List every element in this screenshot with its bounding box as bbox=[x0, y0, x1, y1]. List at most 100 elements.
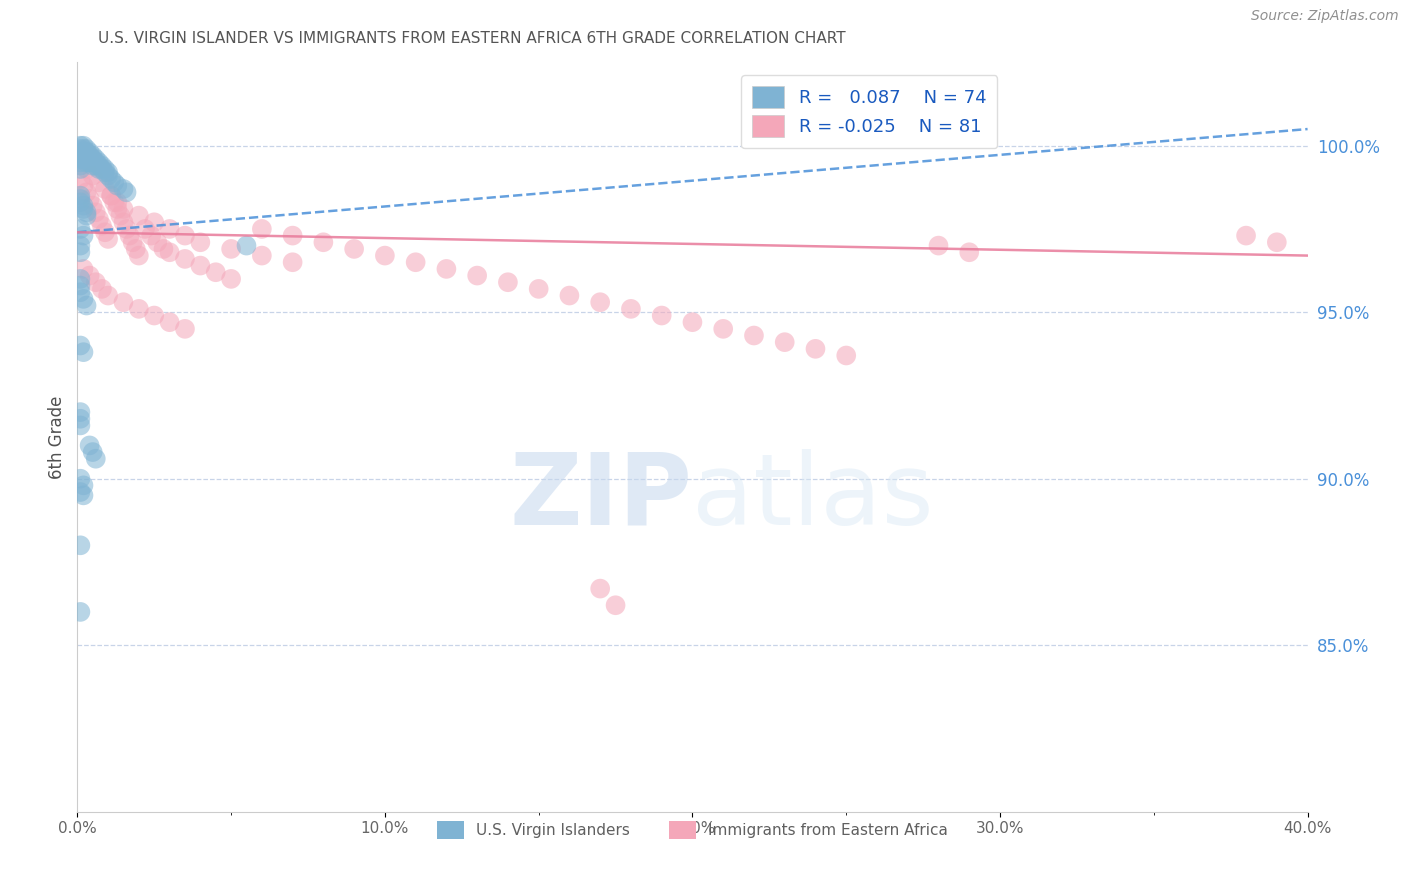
Point bbox=[405, 255, 427, 269]
Point bbox=[72, 138, 94, 153]
Text: Source: ZipAtlas.com: Source: ZipAtlas.com bbox=[1251, 9, 1399, 23]
Point bbox=[558, 288, 581, 302]
Point bbox=[69, 418, 91, 433]
Point bbox=[312, 235, 335, 250]
Point bbox=[76, 149, 98, 163]
Point bbox=[69, 142, 91, 156]
Point bbox=[128, 301, 150, 316]
Point bbox=[188, 235, 212, 250]
Point bbox=[76, 186, 98, 200]
Point bbox=[87, 159, 110, 173]
Point bbox=[87, 211, 110, 226]
Point bbox=[79, 155, 101, 169]
Point bbox=[69, 159, 91, 173]
Point bbox=[605, 599, 627, 613]
Point bbox=[141, 228, 163, 243]
Point bbox=[69, 605, 91, 619]
Point bbox=[82, 155, 104, 169]
Point bbox=[146, 235, 169, 250]
Point bbox=[103, 195, 125, 210]
Point bbox=[87, 175, 110, 189]
Point bbox=[82, 445, 104, 459]
Point bbox=[97, 169, 120, 183]
Text: atlas: atlas bbox=[693, 449, 934, 546]
Point bbox=[84, 451, 107, 466]
Point bbox=[174, 252, 197, 266]
Point bbox=[97, 232, 120, 246]
Point bbox=[69, 161, 91, 176]
Point bbox=[152, 242, 174, 256]
Point bbox=[69, 188, 91, 202]
Point bbox=[281, 228, 304, 243]
Point bbox=[84, 152, 107, 166]
Point bbox=[219, 242, 242, 256]
Point bbox=[125, 242, 148, 256]
Point bbox=[773, 335, 796, 350]
Point bbox=[69, 485, 91, 500]
Point bbox=[804, 342, 827, 356]
Point bbox=[79, 149, 101, 163]
Point bbox=[79, 145, 101, 160]
Point bbox=[84, 205, 107, 219]
Point bbox=[589, 295, 612, 310]
Point bbox=[76, 155, 98, 169]
Point bbox=[72, 142, 94, 156]
Point bbox=[76, 142, 98, 156]
Point bbox=[188, 259, 212, 273]
Point bbox=[174, 322, 197, 336]
Point bbox=[69, 145, 91, 160]
Point bbox=[82, 152, 104, 166]
Point bbox=[69, 192, 91, 206]
Point bbox=[94, 165, 117, 179]
Point bbox=[87, 155, 110, 169]
Point bbox=[76, 161, 98, 176]
Point bbox=[711, 322, 734, 336]
Point bbox=[94, 225, 117, 239]
Point bbox=[76, 299, 98, 313]
Point bbox=[69, 149, 91, 163]
Point bbox=[105, 202, 128, 216]
Point bbox=[100, 172, 122, 186]
Point bbox=[72, 178, 94, 193]
Y-axis label: 6th Grade: 6th Grade bbox=[48, 395, 66, 479]
Point bbox=[94, 182, 117, 196]
Point bbox=[79, 192, 101, 206]
Point bbox=[121, 235, 143, 250]
Point bbox=[69, 272, 91, 286]
Point bbox=[835, 349, 858, 363]
Point bbox=[620, 301, 643, 316]
Point bbox=[1234, 228, 1257, 243]
Point bbox=[343, 242, 366, 256]
Point bbox=[72, 202, 94, 216]
Point bbox=[79, 152, 101, 166]
Point bbox=[82, 149, 104, 163]
Point bbox=[90, 159, 114, 173]
Point bbox=[143, 309, 166, 323]
Point bbox=[72, 478, 94, 492]
Point bbox=[69, 245, 91, 260]
Point bbox=[90, 161, 114, 176]
Point bbox=[69, 411, 91, 425]
Point bbox=[204, 265, 226, 279]
Point bbox=[69, 538, 91, 552]
Point bbox=[82, 159, 104, 173]
Point bbox=[72, 488, 94, 502]
Point bbox=[69, 278, 91, 293]
Point bbox=[72, 149, 94, 163]
Point bbox=[103, 175, 125, 189]
Point bbox=[159, 245, 181, 260]
Point bbox=[465, 268, 488, 283]
Point bbox=[159, 315, 181, 329]
Point bbox=[84, 155, 107, 169]
Point bbox=[69, 195, 91, 210]
Point bbox=[72, 345, 94, 359]
Point bbox=[97, 288, 120, 302]
Point bbox=[112, 215, 135, 229]
Point bbox=[69, 172, 91, 186]
Legend: U.S. Virgin Islanders, Immigrants from Eastern Africa: U.S. Virgin Islanders, Immigrants from E… bbox=[430, 814, 955, 846]
Point bbox=[79, 268, 101, 283]
Point bbox=[79, 438, 101, 452]
Point bbox=[134, 222, 156, 236]
Point bbox=[69, 138, 91, 153]
Point bbox=[82, 199, 104, 213]
